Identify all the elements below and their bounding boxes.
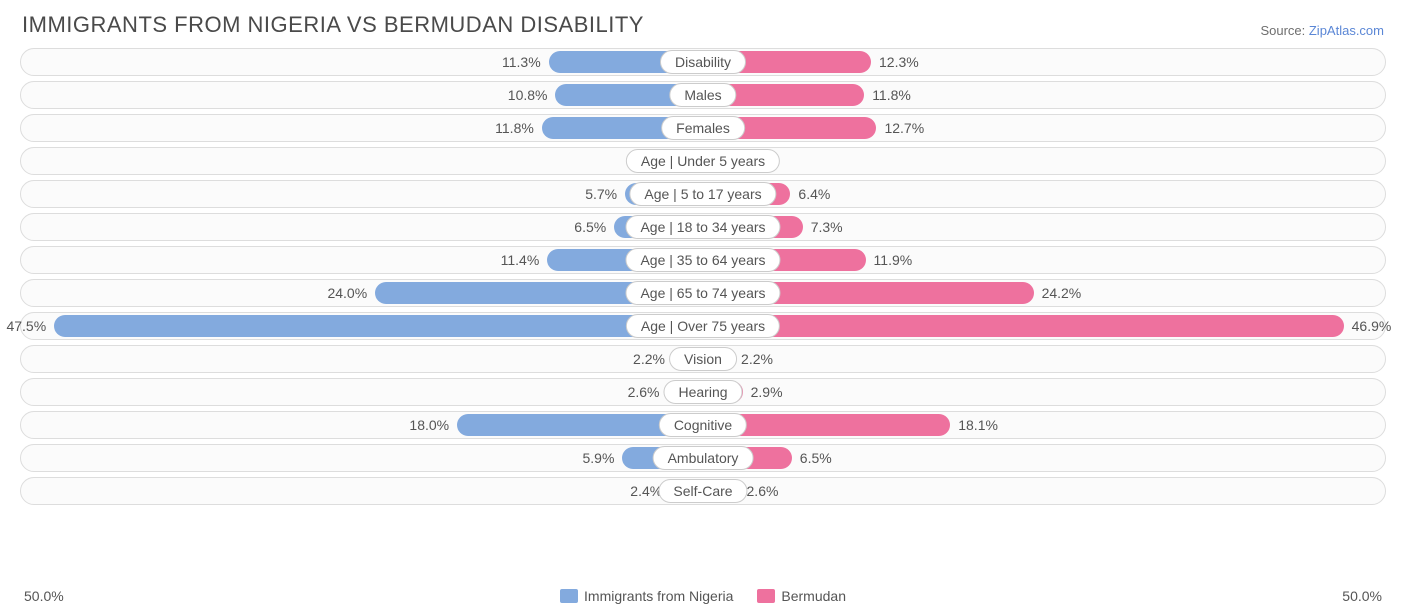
chart-row: 2.2% 2.2%Vision	[20, 345, 1386, 373]
value-label-right: 6.4%	[798, 180, 830, 208]
value-label-left: 2.4%	[630, 477, 662, 505]
value-label-left: 47.5%	[6, 312, 46, 340]
value-label-right: 18.1%	[958, 411, 998, 439]
axis-right-max: 50.0%	[1342, 588, 1382, 604]
value-label-right: 2.2%	[741, 345, 773, 373]
source-link[interactable]: ZipAtlas.com	[1309, 23, 1384, 38]
chart-container: IMMIGRANTS FROM NIGERIA VS BERMUDAN DISA…	[0, 0, 1406, 612]
category-pill: Vision	[669, 347, 737, 371]
value-label-left: 11.3%	[502, 48, 541, 76]
chart-row: 18.0% 18.1% Cognitive	[20, 411, 1386, 439]
category-pill: Age | Under 5 years	[626, 149, 780, 173]
chart-source: Source: ZipAtlas.com	[1260, 23, 1384, 38]
chart-row: 10.8% 11.8% Males	[20, 81, 1386, 109]
chart-row: 5.7% 6.4% Age | 5 to 17 years	[20, 180, 1386, 208]
diverging-bar-chart: 11.3% 12.3% Disability 10.8% 11.8% Males 11.8%…	[18, 48, 1388, 586]
value-label-left: 5.7%	[585, 180, 617, 208]
category-pill: Females	[661, 116, 745, 140]
category-pill: Cognitive	[659, 413, 747, 437]
value-label-right: 7.3%	[811, 213, 843, 241]
legend-label-right: Bermudan	[781, 588, 846, 604]
chart-row: 5.9% 6.5% Ambulatory	[20, 444, 1386, 472]
category-pill: Age | 35 to 64 years	[625, 248, 780, 272]
chart-row: 47.5%46.9%Age | Over 75 years	[20, 312, 1386, 340]
value-label-right: 11.9%	[874, 246, 913, 274]
value-label-left: 2.2%	[633, 345, 665, 373]
source-label: Source:	[1260, 23, 1308, 38]
category-pill: Age | 5 to 17 years	[629, 182, 776, 206]
category-pill: Age | Over 75 years	[626, 314, 780, 338]
value-label-right: 11.8%	[872, 81, 911, 109]
legend-label-left: Immigrants from Nigeria	[584, 588, 733, 604]
legend-swatch-right	[757, 589, 775, 603]
chart-row: 11.3% 12.3% Disability	[20, 48, 1386, 76]
value-label-left: 24.0%	[327, 279, 367, 307]
chart-row: 11.4% 11.9% Age | 35 to 64 years	[20, 246, 1386, 274]
category-pill: Hearing	[663, 380, 742, 404]
value-label-left: 5.9%	[582, 444, 614, 472]
chart-header: IMMIGRANTS FROM NIGERIA VS BERMUDAN DISA…	[18, 12, 1388, 48]
value-label-right: 12.7%	[884, 114, 924, 142]
chart-footer: 50.0% Immigrants from Nigeria Bermudan 5…	[18, 586, 1388, 604]
value-label-left: 10.8%	[508, 81, 548, 109]
legend-swatch-left	[560, 589, 578, 603]
chart-row: 6.5% 7.3% Age | 18 to 34 years	[20, 213, 1386, 241]
chart-row: 1.2%1.4%Age | Under 5 years	[20, 147, 1386, 175]
value-label-right: 12.3%	[879, 48, 919, 76]
category-pill: Males	[669, 83, 736, 107]
legend-item-right: Bermudan	[757, 588, 846, 604]
chart-row: 11.8% 12.7% Females	[20, 114, 1386, 142]
value-label-right: 6.5%	[800, 444, 832, 472]
bar-right	[703, 315, 1344, 337]
value-label-left: 18.0%	[409, 411, 449, 439]
category-pill: Disability	[660, 50, 746, 74]
category-pill: Age | 65 to 74 years	[625, 281, 780, 305]
value-label-right: 46.9%	[1352, 312, 1392, 340]
chart-title: IMMIGRANTS FROM NIGERIA VS BERMUDAN DISA…	[22, 12, 644, 38]
bar-left	[54, 315, 703, 337]
category-pill: Ambulatory	[653, 446, 754, 470]
chart-legend: Immigrants from Nigeria Bermudan	[560, 588, 846, 604]
value-label-left: 11.4%	[501, 246, 540, 274]
chart-row: 24.0% 24.2% Age | 65 to 74 years	[20, 279, 1386, 307]
value-label-right: 2.6%	[747, 477, 779, 505]
chart-row: 2.6% 2.9% Hearing	[20, 378, 1386, 406]
value-label-left: 6.5%	[574, 213, 606, 241]
value-label-right: 24.2%	[1042, 279, 1082, 307]
category-pill: Age | 18 to 34 years	[625, 215, 780, 239]
legend-item-left: Immigrants from Nigeria	[560, 588, 733, 604]
value-label-left: 2.6%	[628, 378, 660, 406]
axis-left-max: 50.0%	[24, 588, 64, 604]
category-pill: Self-Care	[658, 479, 747, 503]
value-label-right: 2.9%	[751, 378, 783, 406]
chart-row: 2.4% 2.6%Self-Care	[20, 477, 1386, 505]
value-label-left: 11.8%	[495, 114, 534, 142]
